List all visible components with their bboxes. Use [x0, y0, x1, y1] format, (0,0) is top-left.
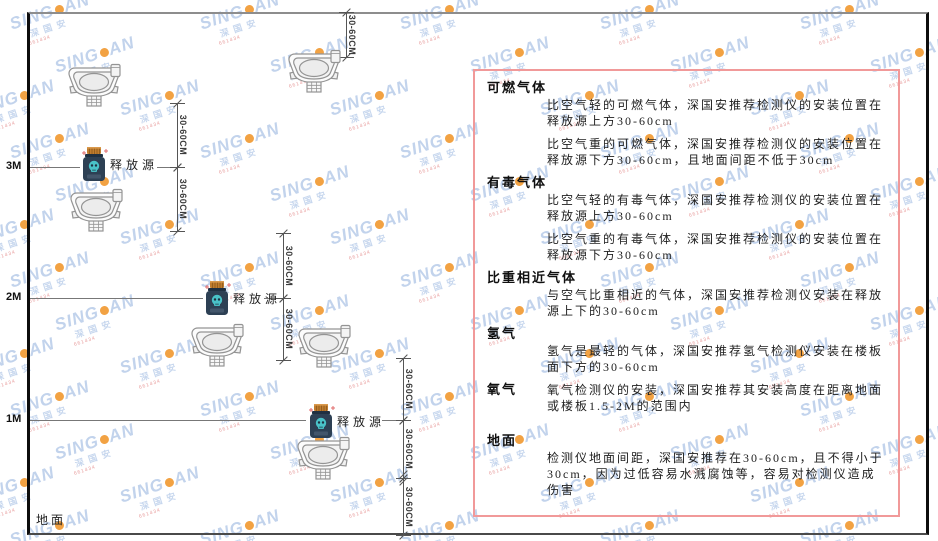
gas-detector — [190, 323, 244, 372]
section-paragraph: 氢气是最轻的气体，深国安推荐氢气检测仪安装在楼板面下方的30-60cm — [547, 344, 884, 374]
dimension-line — [346, 12, 347, 57]
notes-section: 有毒气体比空气轻的有毒气体，深国安推荐检测仪的安装位置在释放源上方30-60cm… — [487, 175, 886, 263]
notes-section: 地面检测仪地面间距，深国安推荐在30-60cm，且不得小于30cm，因为过低容易… — [487, 433, 886, 498]
notes-section: 氧气 氧气检测仪的安装，深国安推荐其安装高度在距离地面或楼板1.5-2M的范围内 — [487, 382, 886, 421]
section-title: 氧气 — [487, 382, 518, 397]
notes-section: 氢气氢气是最轻的气体，深国安推荐氢气检测仪安装在楼板面下方的30-60cm — [487, 326, 886, 375]
section-title: 可燃气体 — [487, 80, 548, 95]
release-source-icon — [309, 404, 335, 438]
gas-detector-icon — [68, 63, 121, 107]
gas-detector-icon — [288, 49, 341, 93]
gas-detector — [67, 63, 121, 112]
release-source — [306, 403, 336, 446]
level-connector-line — [157, 167, 177, 168]
notes-section: 比重相近气体与空气比重相近的气体，深国安推荐检测仪安装在释放源上下的30-60c… — [487, 270, 886, 319]
dimension-label: 30-60CM — [178, 178, 188, 220]
section-paragraph: 与空气比重相近的气体，深国安推荐检测仪安装在释放源上下的30-60cm — [547, 288, 884, 318]
dimension-line — [283, 233, 284, 298]
gas-detector — [287, 49, 341, 98]
gas-detector — [297, 324, 351, 373]
release-source-label: 释放源 — [110, 158, 159, 172]
section-paragraph: 比空气重的可燃气体，深国安推荐检测仪的安装位置在释放源下方30-60cm，且地面… — [547, 137, 884, 167]
installation-notes-panel: 可燃气体比空气轻的可燃气体，深国安推荐检测仪的安装位置在释放源上方30-60cm… — [473, 69, 900, 517]
release-source — [79, 146, 109, 189]
height-level-line — [30, 298, 203, 299]
section-title: 有毒气体 — [487, 175, 548, 190]
wall-height-mark: 1M — [6, 413, 22, 425]
height-level-line — [30, 420, 306, 421]
dimension-line — [403, 478, 404, 535]
wall-height-mark: 3M — [6, 160, 22, 172]
section-paragraph: 检测仪地面间距，深国安推荐在30-60cm，且不得小于30cm，因为过低容易水溅… — [547, 451, 884, 497]
dimension-label: 30-60CM — [404, 486, 414, 527]
dimension-line — [403, 420, 404, 478]
section-paragraph: 比空气重的有毒气体，深国安推荐检测仪的安装位置在释放源下方30-60cm — [547, 232, 884, 262]
gas-detector-icon — [298, 324, 351, 368]
dimension-label: 30-60CM — [404, 368, 414, 410]
dimension-label: 30-60CM — [284, 308, 294, 350]
section-title: 比重相近气体 — [487, 270, 578, 285]
wall-height-mark: 2M — [6, 291, 22, 303]
release-source-icon — [205, 281, 231, 315]
release-source — [202, 280, 232, 323]
release-source-label: 释放源 — [233, 292, 282, 306]
dimension-label: 30-60CM — [404, 428, 414, 470]
dimension-line — [177, 167, 178, 231]
gas-detector-icon — [70, 188, 123, 232]
level-connector-line — [264, 298, 283, 299]
notes-section: 可燃气体比空气轻的可燃气体，深国安推荐检测仪的安装位置在释放源上方30-60cm… — [487, 80, 886, 168]
gas-detector-icon — [297, 436, 350, 480]
section-paragraph: 氧气检测仪的安装，深国安推荐其安装高度在距离地面或楼板1.5-2M的范围内 — [547, 383, 884, 413]
section-paragraph: 比空气轻的有毒气体，深国安推荐检测仪的安装位置在释放源上方30-60cm — [547, 193, 884, 223]
section-paragraph: 比空气轻的可燃气体，深国安推荐检测仪的安装位置在释放源上方30-60cm — [547, 98, 884, 128]
dimension-label: 30-60CM — [178, 114, 188, 156]
gas-detector-icon — [191, 323, 244, 367]
release-source-label: 释放源 — [337, 415, 386, 429]
dimension-line — [177, 103, 178, 167]
gas-detector — [296, 436, 350, 485]
section-title: 地面 — [487, 433, 518, 448]
dimension-label: 30-60CM — [347, 14, 357, 55]
gas-detector — [69, 188, 123, 237]
room-outline — [27, 12, 929, 535]
ground-label: 地面 — [36, 513, 67, 527]
dimension-line — [283, 298, 284, 360]
section-title: 氢气 — [487, 326, 518, 341]
dimension-label: 30-60CM — [284, 245, 294, 286]
release-source-icon — [82, 147, 108, 181]
dimension-line — [403, 358, 404, 420]
height-level-line — [30, 167, 80, 168]
level-connector-line — [382, 420, 403, 421]
